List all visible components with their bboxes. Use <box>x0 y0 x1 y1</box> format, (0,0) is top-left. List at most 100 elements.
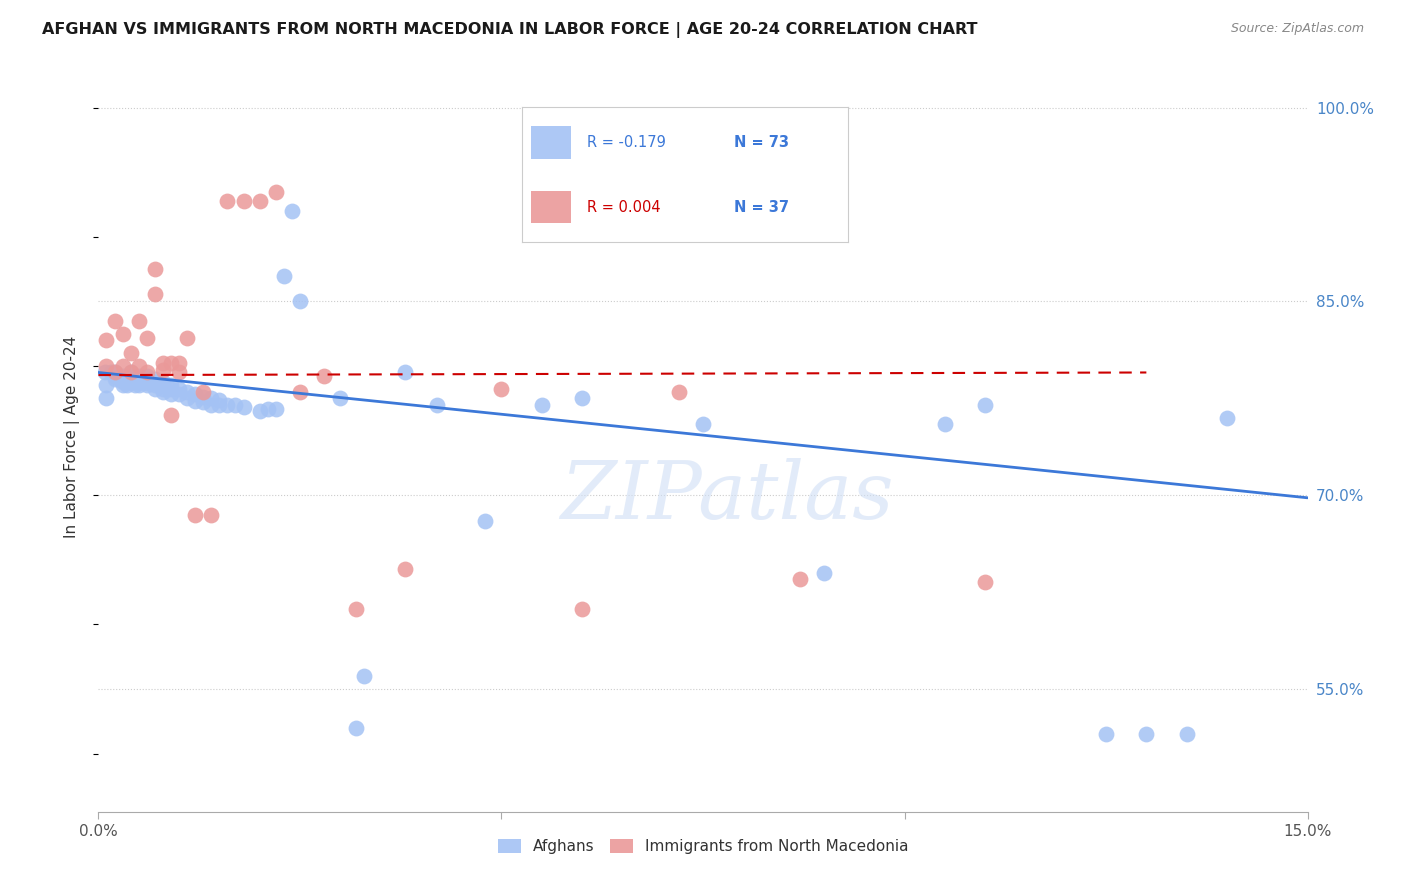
Point <box>143 378 166 392</box>
Point <box>200 508 222 522</box>
Point <box>1135 727 1157 741</box>
Point <box>256 401 278 416</box>
Point <box>152 356 174 370</box>
Point <box>394 366 416 380</box>
Point <box>813 566 835 580</box>
Point <box>128 372 150 386</box>
Point <box>120 375 142 389</box>
Point <box>789 572 811 586</box>
Point <box>974 574 997 589</box>
Point <box>934 417 956 432</box>
Point <box>193 395 215 409</box>
Point <box>394 562 416 576</box>
Point <box>474 514 496 528</box>
Point <box>160 356 183 370</box>
Point <box>111 369 134 384</box>
Point <box>160 378 183 392</box>
Point <box>135 366 157 380</box>
Text: AFGHAN VS IMMIGRANTS FROM NORTH MACEDONIA IN LABOR FORCE | AGE 20-24 CORRELATION: AFGHAN VS IMMIGRANTS FROM NORTH MACEDONI… <box>42 22 977 38</box>
Point <box>111 375 134 389</box>
Point <box>184 393 207 408</box>
Point <box>329 392 352 406</box>
Point <box>120 366 142 380</box>
Point <box>152 378 174 392</box>
Point <box>103 366 125 380</box>
Point <box>167 356 190 370</box>
Point <box>135 369 157 384</box>
Point <box>200 398 222 412</box>
Point <box>288 294 311 309</box>
Point <box>120 372 142 386</box>
Point <box>135 372 157 386</box>
Point <box>143 375 166 389</box>
Point <box>232 194 254 208</box>
Point <box>249 404 271 418</box>
Point <box>128 369 150 384</box>
Legend: Afghans, Immigrants from North Macedonia: Afghans, Immigrants from North Macedonia <box>492 833 914 860</box>
Point <box>224 398 246 412</box>
Point <box>167 387 190 401</box>
Point <box>115 378 138 392</box>
Point <box>120 366 142 380</box>
Y-axis label: In Labor Force | Age 20-24: In Labor Force | Age 20-24 <box>63 336 80 538</box>
Point <box>152 384 174 399</box>
Point <box>249 194 271 208</box>
Point <box>128 314 150 328</box>
Point <box>120 346 142 360</box>
Point <box>264 401 287 416</box>
Text: ZIPatlas: ZIPatlas <box>561 458 894 536</box>
Point <box>152 375 174 389</box>
Point <box>281 204 304 219</box>
Point <box>426 398 449 412</box>
Point <box>571 602 593 616</box>
Point <box>103 369 125 384</box>
Point <box>176 330 198 344</box>
Point <box>124 378 146 392</box>
Point <box>135 330 157 344</box>
Point <box>128 375 150 389</box>
Point <box>1175 727 1198 741</box>
Point <box>344 721 367 735</box>
Point <box>264 185 287 199</box>
Point <box>176 392 198 406</box>
Point <box>96 359 118 373</box>
Point <box>96 392 118 406</box>
Point <box>103 372 125 386</box>
Point <box>288 384 311 399</box>
Point <box>167 366 190 380</box>
Point <box>353 669 375 683</box>
Point <box>152 363 174 377</box>
Point <box>184 387 207 401</box>
Point <box>96 333 118 347</box>
Point <box>491 382 513 396</box>
Point <box>135 378 157 392</box>
Point <box>160 408 183 422</box>
Point <box>128 378 150 392</box>
Point <box>184 508 207 522</box>
Point <box>974 398 997 412</box>
Point <box>152 382 174 396</box>
Point <box>143 382 166 396</box>
Point <box>143 262 166 277</box>
Point <box>128 359 150 373</box>
Point <box>111 326 134 341</box>
Point <box>176 384 198 399</box>
Text: Source: ZipAtlas.com: Source: ZipAtlas.com <box>1230 22 1364 36</box>
Point <box>208 392 231 407</box>
Point <box>135 376 157 390</box>
Point <box>160 382 183 396</box>
Point <box>530 398 553 412</box>
Point <box>200 392 222 406</box>
Point <box>1095 727 1118 741</box>
Point <box>344 602 367 616</box>
Point <box>107 372 129 386</box>
Point <box>571 392 593 406</box>
Point <box>94 366 117 380</box>
Point <box>208 398 231 412</box>
Point <box>120 369 142 384</box>
Point <box>96 378 118 392</box>
Point <box>193 390 215 404</box>
Point <box>692 417 714 432</box>
Point <box>1216 410 1239 425</box>
Point <box>143 286 166 301</box>
